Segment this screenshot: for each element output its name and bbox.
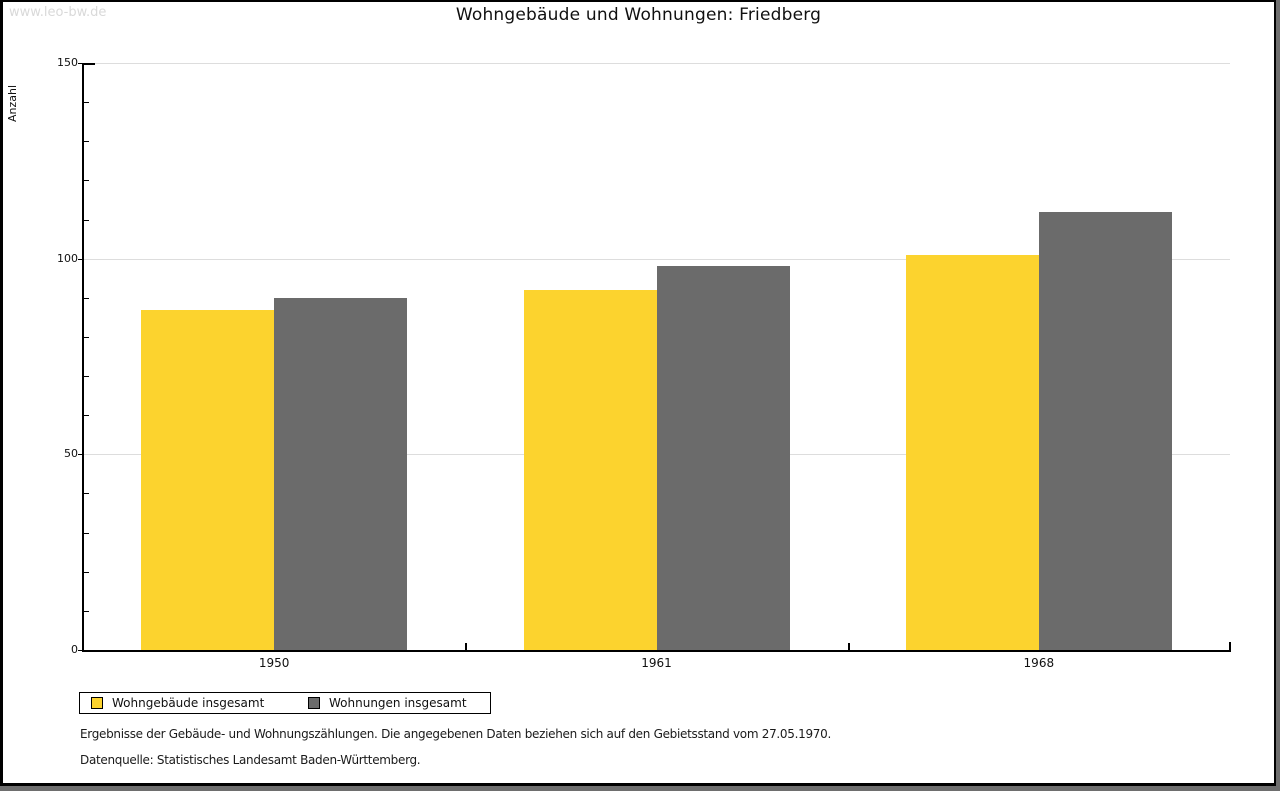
y-axis-top-cap (83, 63, 95, 65)
x-axis-line (82, 650, 1231, 652)
bar-1968-wohnungen (1038, 211, 1172, 650)
bar-1961-wohnungen (656, 266, 790, 650)
legend-label: Wohngebäude insgesamt (112, 696, 265, 710)
bar-1968-wohngebaeude (905, 254, 1039, 650)
chart-title: Wohngebäude und Wohnungen: Friedberg (455, 5, 822, 25)
y-tick-label: 0 (71, 643, 78, 656)
bar-1950-wohnungen (274, 297, 408, 650)
y-minor-tick (84, 141, 89, 143)
x-tick-label: 1968 (1023, 656, 1055, 670)
bar-1950-wohngebaeude (141, 309, 275, 650)
y-axis-title: Anzahl (6, 84, 19, 122)
legend-label: Wohnungen insgesamt (329, 696, 467, 710)
legend-item: Wohngebäude insgesamt (91, 693, 264, 713)
watermark: www.leo-bw.de (9, 5, 107, 20)
y-tick-label: 100 (57, 251, 78, 265)
x-boundary-tick (847, 643, 850, 650)
legend-swatch-yellow (91, 697, 103, 709)
y-axis-line (82, 63, 84, 652)
y-minor-tick (84, 610, 89, 612)
chart-canvas: www.leo-bw.de Wohngebäude und Wohnungen:… (3, 2, 1274, 783)
legend-swatch-gray (308, 697, 320, 709)
footnote-source: Datenquelle: Statistisches Landesamt Bad… (80, 753, 421, 767)
gridline (83, 258, 1230, 260)
y-tick-label: 50 (64, 447, 78, 461)
bar-1961-wohngebaeude (523, 289, 657, 650)
y-minor-tick (84, 336, 89, 338)
y-minor-tick (84, 180, 89, 182)
x-tick-label: 1950 (258, 656, 290, 670)
y-major-tick (78, 258, 83, 260)
y-minor-tick (84, 493, 89, 495)
legend-box: Wohngebäude insgesamt Wohnungen insgesam… (79, 692, 491, 714)
y-minor-tick (84, 102, 89, 104)
y-major-tick (78, 454, 83, 456)
y-minor-tick (84, 376, 89, 378)
y-minor-tick (84, 571, 89, 573)
gridline (83, 63, 1230, 64)
x-boundary-tick (465, 643, 468, 650)
legend-item: Wohnungen insgesamt (308, 693, 467, 713)
y-minor-tick (84, 415, 89, 417)
y-minor-tick (84, 219, 89, 221)
y-minor-tick (84, 297, 89, 299)
x-axis-end-cap (1229, 642, 1231, 650)
y-major-tick (78, 650, 83, 651)
y-major-tick (78, 63, 83, 64)
y-minor-tick (84, 532, 89, 534)
x-tick-label: 1961 (641, 656, 672, 670)
y-tick-label: 150 (57, 56, 78, 69)
footnote-line: Ergebnisse der Gebäude- und Wohnungszähl… (80, 727, 831, 741)
